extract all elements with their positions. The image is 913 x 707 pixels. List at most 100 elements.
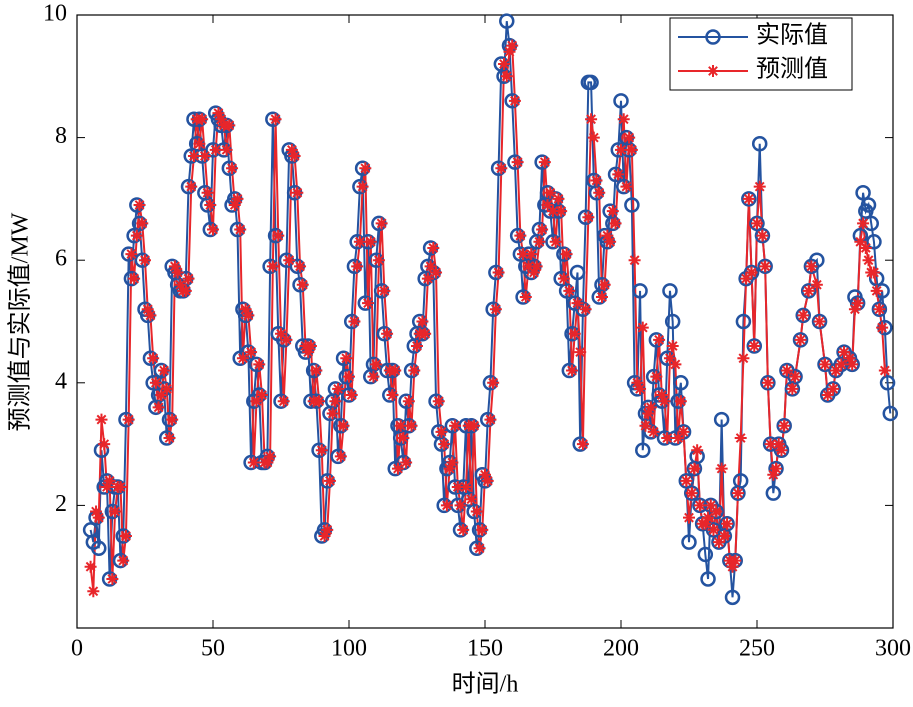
star-marker bbox=[492, 266, 505, 279]
star-marker bbox=[609, 217, 622, 230]
star-marker bbox=[114, 481, 127, 494]
x-tick-label: 150 bbox=[467, 636, 503, 662]
x-tick-label: 200 bbox=[603, 636, 639, 662]
star-marker bbox=[846, 358, 859, 371]
star-marker bbox=[481, 474, 494, 487]
star-marker bbox=[587, 131, 600, 144]
star-marker bbox=[261, 456, 274, 469]
star-marker bbox=[617, 113, 630, 126]
star-marker bbox=[644, 401, 657, 414]
star-marker bbox=[362, 297, 375, 310]
circle-marker bbox=[787, 368, 803, 385]
star-marker bbox=[848, 303, 861, 316]
circle-marker bbox=[800, 283, 817, 299]
star-marker bbox=[427, 241, 440, 254]
star-marker bbox=[343, 370, 355, 383]
star-marker bbox=[702, 511, 715, 524]
star-marker bbox=[576, 438, 589, 451]
star-marker bbox=[805, 260, 818, 273]
star-marker bbox=[663, 352, 676, 365]
star-marker bbox=[109, 505, 122, 518]
star-marker bbox=[498, 58, 511, 71]
star-marker bbox=[209, 143, 222, 156]
star-marker bbox=[593, 186, 606, 199]
star-marker bbox=[364, 235, 377, 248]
star-marker bbox=[323, 474, 336, 487]
star-marker bbox=[381, 327, 394, 340]
star-marker bbox=[514, 229, 527, 242]
star-marker bbox=[729, 554, 742, 567]
star-marker bbox=[734, 431, 747, 444]
star-marker bbox=[179, 284, 192, 297]
star-marker bbox=[851, 297, 864, 310]
star-marker bbox=[802, 284, 815, 297]
star-marker bbox=[786, 382, 799, 395]
star-marker bbox=[764, 438, 777, 451]
circle-marker bbox=[792, 332, 809, 348]
circle-marker bbox=[749, 215, 765, 232]
star-marker bbox=[870, 284, 883, 297]
star-marker bbox=[405, 419, 418, 432]
circle-marker bbox=[776, 417, 792, 434]
star-marker bbox=[503, 45, 516, 58]
star-marker bbox=[421, 272, 434, 285]
star-marker bbox=[710, 505, 723, 518]
star-marker bbox=[745, 266, 758, 279]
star-marker bbox=[688, 462, 701, 475]
star-marker bbox=[560, 248, 573, 261]
star-marker bbox=[574, 346, 587, 359]
star-marker bbox=[712, 536, 725, 549]
star-marker bbox=[517, 248, 530, 261]
star-marker bbox=[291, 186, 304, 199]
star-marker bbox=[737, 352, 750, 365]
star-marker bbox=[506, 39, 519, 52]
circle-marker bbox=[499, 13, 515, 29]
star-marker bbox=[155, 389, 168, 402]
circle-marker bbox=[583, 74, 599, 91]
star-marker bbox=[742, 192, 755, 205]
star-marker bbox=[443, 462, 456, 475]
star-marker bbox=[329, 395, 342, 408]
star-marker bbox=[606, 205, 619, 218]
circle-marker bbox=[860, 197, 877, 213]
circle-marker bbox=[697, 546, 714, 563]
star-marker bbox=[228, 199, 241, 212]
star-marker bbox=[84, 560, 97, 573]
star-marker bbox=[171, 266, 184, 279]
star-marker bbox=[122, 413, 135, 426]
star-marker bbox=[582, 211, 595, 224]
star-marker bbox=[473, 542, 486, 555]
star-marker bbox=[149, 376, 162, 389]
star-marker bbox=[615, 143, 627, 156]
star-marker bbox=[147, 352, 160, 365]
circle-marker bbox=[713, 411, 730, 428]
star-marker bbox=[465, 493, 478, 506]
star-marker bbox=[585, 113, 598, 126]
star-marker bbox=[451, 481, 464, 494]
star-marker bbox=[432, 395, 445, 408]
star-marker bbox=[683, 511, 695, 524]
star-marker bbox=[699, 517, 712, 530]
star-marker bbox=[285, 143, 298, 156]
star-marker bbox=[778, 419, 791, 432]
star-marker bbox=[794, 333, 807, 346]
x-axis-label: 时间/h bbox=[452, 671, 519, 698]
star-marker bbox=[655, 389, 668, 402]
star-marker bbox=[141, 303, 154, 316]
star-marker bbox=[378, 284, 391, 297]
star-marker bbox=[829, 364, 842, 377]
star-marker bbox=[288, 149, 301, 162]
circle-marker bbox=[754, 227, 771, 244]
star-marker bbox=[356, 180, 369, 193]
star-marker bbox=[212, 107, 225, 120]
star-marker bbox=[770, 462, 783, 475]
circle-marker bbox=[795, 307, 811, 324]
circle-marker bbox=[732, 473, 749, 489]
star-marker bbox=[283, 254, 296, 267]
star-marker bbox=[128, 272, 141, 285]
star-marker bbox=[704, 499, 717, 512]
star-marker bbox=[568, 327, 581, 340]
star-marker bbox=[389, 364, 402, 377]
star-marker bbox=[775, 444, 788, 457]
